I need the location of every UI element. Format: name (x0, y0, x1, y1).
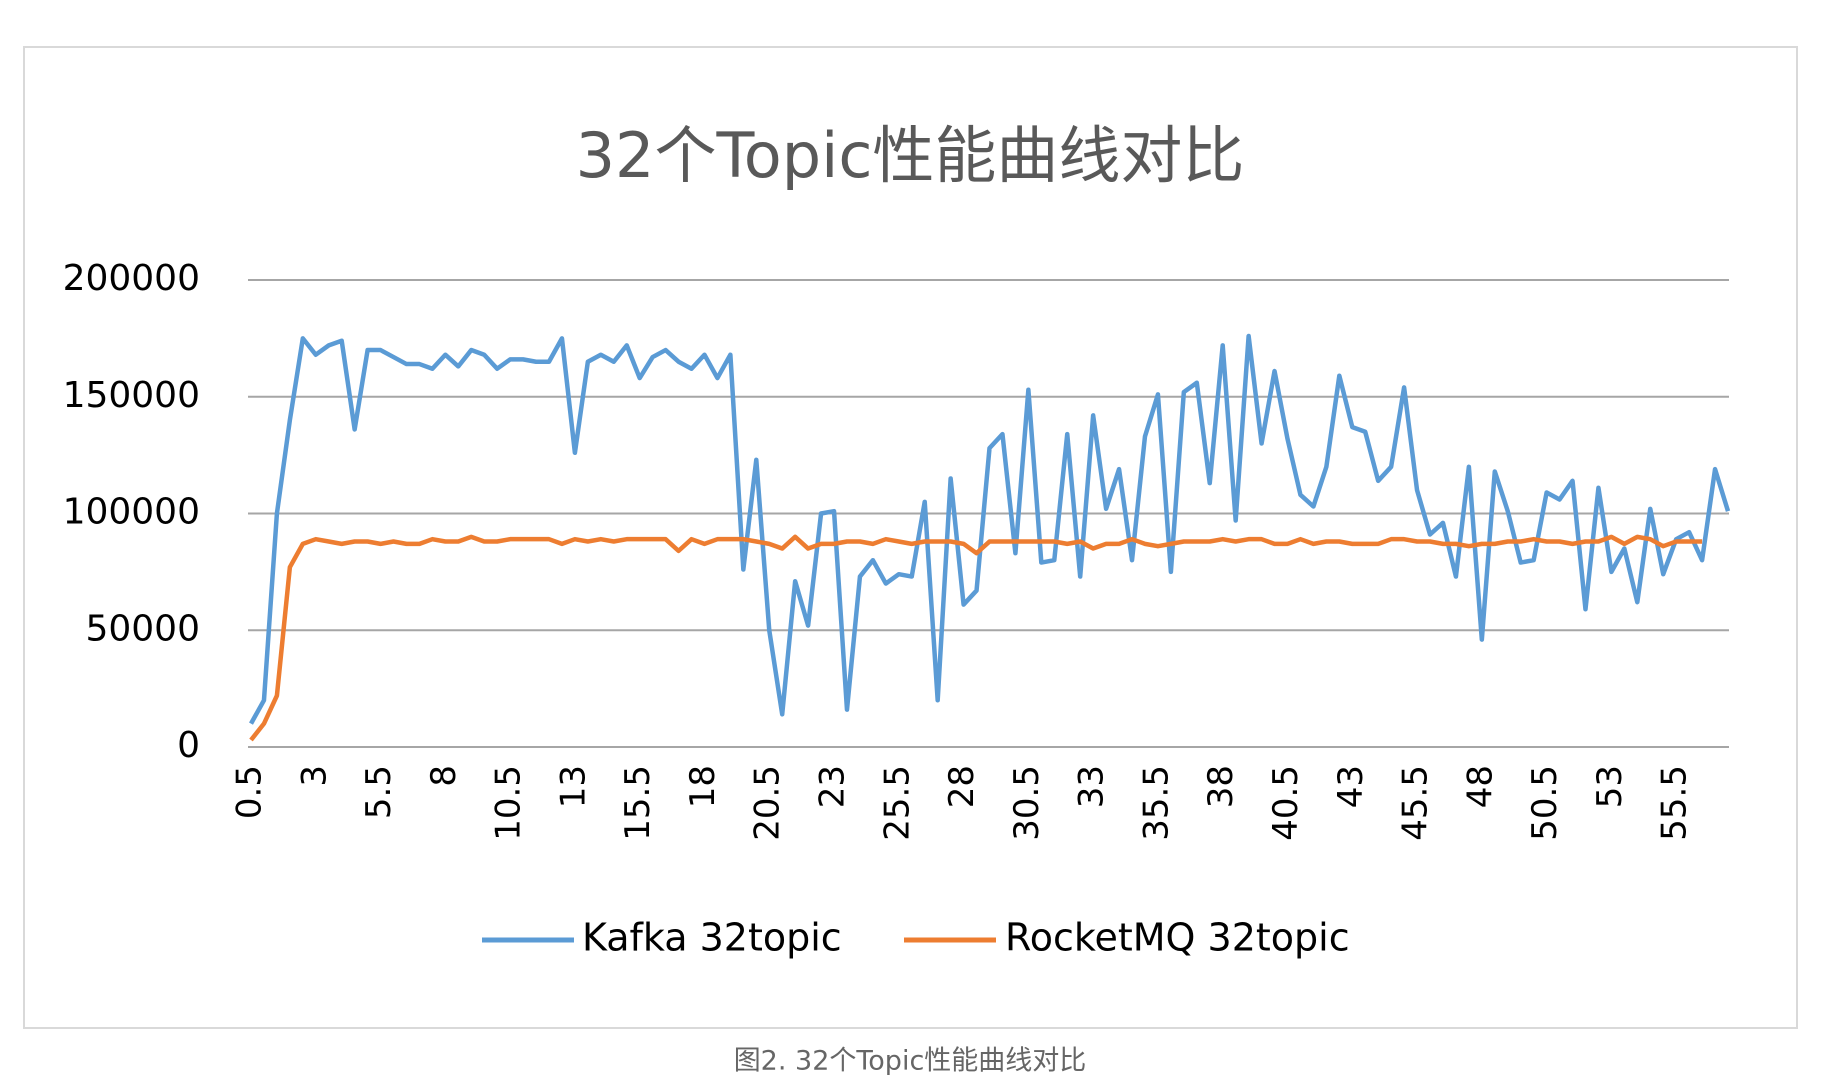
y-tick-label: 50000 (85, 608, 200, 649)
y-tick-label: 0 (177, 725, 200, 766)
legend-label: Kafka 32topic (582, 916, 842, 960)
x-tick-label: 25.5 (877, 765, 917, 841)
chart-frame (23, 46, 1798, 1029)
x-tick-label: 40.5 (1266, 765, 1306, 841)
x-tick-label: 35.5 (1136, 765, 1176, 841)
x-tick-label: 5.5 (359, 765, 399, 819)
x-tick-label: 53 (1590, 765, 1630, 808)
chart-title: 32个Topic性能曲线对比 (576, 119, 1245, 192)
series-line (249, 333, 1731, 725)
series-line (249, 534, 1703, 742)
x-tick-label: 33 (1072, 765, 1112, 808)
caption: 图2. 32个Topic性能曲线对比 (734, 1046, 1087, 1077)
x-tick-label: 45.5 (1396, 765, 1436, 841)
x-tick-label: 28 (942, 765, 982, 808)
x-tick-label: 3 (294, 765, 334, 787)
x-tick-label: 20.5 (748, 765, 788, 841)
y-tick-label: 200000 (63, 258, 200, 299)
y-tick-label: 100000 (63, 492, 200, 533)
x-tick-label: 30.5 (1007, 765, 1047, 841)
x-tick-label: 48 (1460, 765, 1500, 808)
x-tick-label: 50.5 (1525, 765, 1565, 841)
x-tick-label: 55.5 (1655, 765, 1695, 841)
x-tick-label: 18 (683, 765, 723, 808)
x-tick-label: 0.5 (230, 765, 270, 819)
x-tick-label: 23 (813, 765, 853, 808)
y-tick-label: 150000 (63, 375, 200, 416)
legend-label: RocketMQ 32topic (1005, 916, 1350, 960)
x-tick-label: 38 (1201, 765, 1241, 808)
x-tick-label: 43 (1331, 765, 1371, 808)
x-tick-label: 15.5 (618, 765, 658, 841)
x-tick-label: 8 (424, 765, 464, 787)
x-tick-label: 10.5 (489, 765, 529, 841)
x-tick-label: 13 (553, 765, 593, 808)
